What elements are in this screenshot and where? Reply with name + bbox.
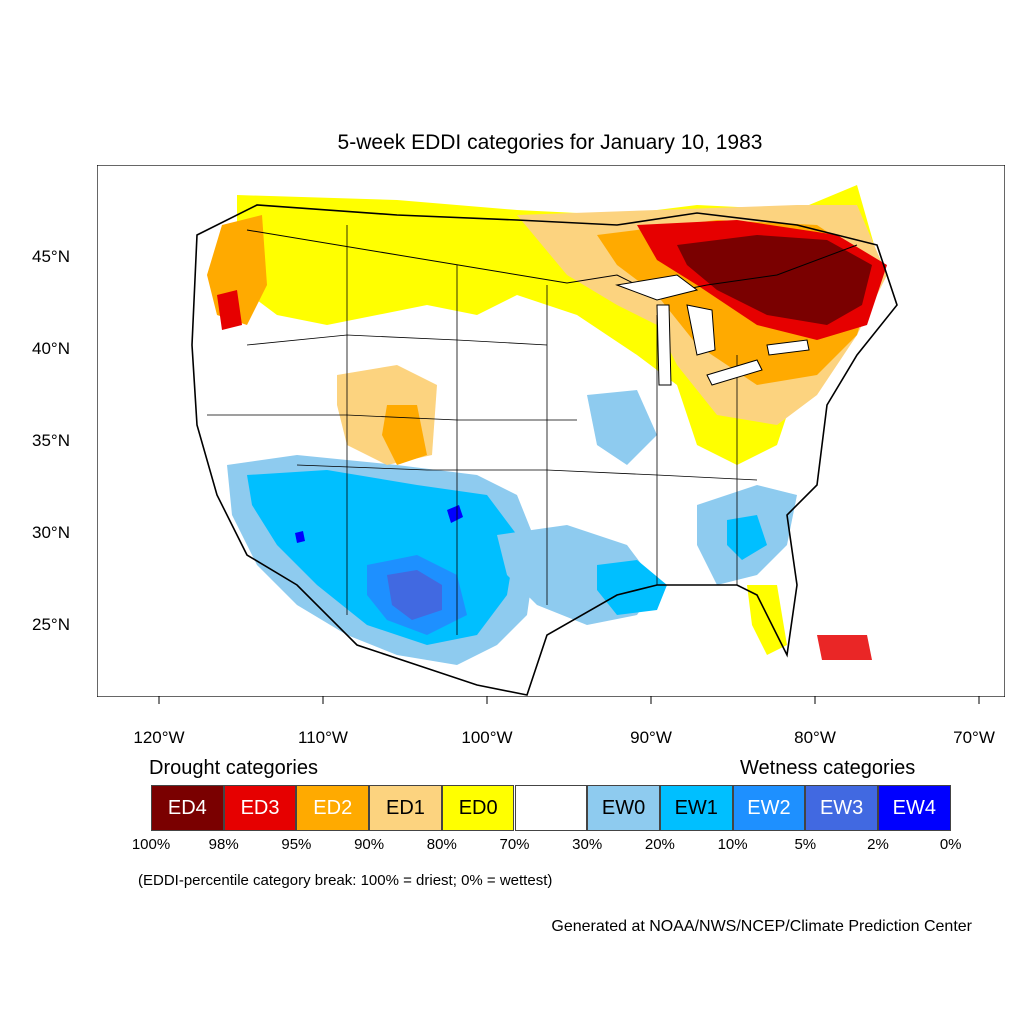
legend-box-ew4: EW4 xyxy=(878,785,951,831)
credit-line: Generated at NOAA/NWS/NCEP/Climate Predi… xyxy=(551,918,972,935)
lon-label-90: 90°W xyxy=(630,728,672,747)
percent-break-label: 80% xyxy=(426,836,457,853)
percent-break-label: 70% xyxy=(499,836,530,853)
legend-box-ew2: EW2 xyxy=(732,785,806,831)
legend-box-ed4: ED4 xyxy=(151,785,224,831)
map-title: 5-week EDDI categories for January 10, 1… xyxy=(337,131,763,154)
lon-label-110: 110°W xyxy=(298,728,348,747)
legend-box-ed1: ED1 xyxy=(369,785,442,831)
percent-break-label: 90% xyxy=(354,836,385,853)
lon-label-80: 80°W xyxy=(794,728,836,747)
eddi-map xyxy=(97,165,1005,697)
us-outline xyxy=(191,204,898,696)
percent-break-label: 0% xyxy=(939,836,962,853)
legend-box-ew3: EW3 xyxy=(805,785,878,831)
lat-label-45: 45°N xyxy=(32,247,70,266)
lon-label-120: 120°W xyxy=(133,728,185,747)
percent-break-label: 2% xyxy=(867,836,889,853)
drought-categories-heading: Drought categories xyxy=(149,757,318,779)
state-lines xyxy=(207,225,758,635)
legend-box-ew0: EW0 xyxy=(587,785,660,831)
legend-box-neutral xyxy=(514,785,588,831)
lat-label-30: 30°N xyxy=(32,523,70,542)
lake-erie xyxy=(706,359,763,386)
lake-michigan xyxy=(656,304,672,386)
lon-ticks xyxy=(158,696,980,704)
dry-florida-ed0 xyxy=(747,585,787,655)
percent-break-label: 10% xyxy=(717,836,748,853)
percent-break-label: 5% xyxy=(794,836,817,853)
percent-break-label: 30% xyxy=(572,836,603,853)
lat-label-25: 25°N xyxy=(32,615,70,634)
percent-break-label: 98% xyxy=(208,836,239,853)
wetness-categories-heading: Wetness categories xyxy=(740,757,916,779)
legend-box-ed3: ED3 xyxy=(223,785,297,831)
percent-break-label: 100% xyxy=(131,836,171,853)
lat-label-35: 35°N xyxy=(32,431,70,450)
dry-northwest-ed3 xyxy=(217,290,242,330)
lon-label-100: 100°W xyxy=(461,728,513,747)
dry-colorado-ed2 xyxy=(382,405,427,465)
lake-ontario xyxy=(766,339,810,356)
wet-plains-ew0 xyxy=(587,390,657,465)
legend-box-ed0: ED0 xyxy=(441,785,515,831)
dry-caribbean-ed3 xyxy=(817,635,872,660)
category-note: (EDDI-percentile category break: 100% = … xyxy=(138,872,553,889)
wet-southwest-ew3 xyxy=(387,570,442,620)
percent-break-label: 20% xyxy=(644,836,675,853)
legend-box-ed2: ED2 xyxy=(296,785,370,831)
lat-label-40: 40°N xyxy=(32,339,70,358)
lake-huron xyxy=(686,304,716,356)
wet-louisiana-ew1 xyxy=(597,560,667,615)
legend-box-ew1: EW1 xyxy=(659,785,733,831)
lake-superior xyxy=(615,274,699,301)
lon-label-70: 70°W xyxy=(953,728,995,747)
wet-newmexico-ew4 xyxy=(447,505,463,523)
percent-break-label: 95% xyxy=(281,836,312,853)
wet-arizona-ew4 xyxy=(295,531,305,543)
